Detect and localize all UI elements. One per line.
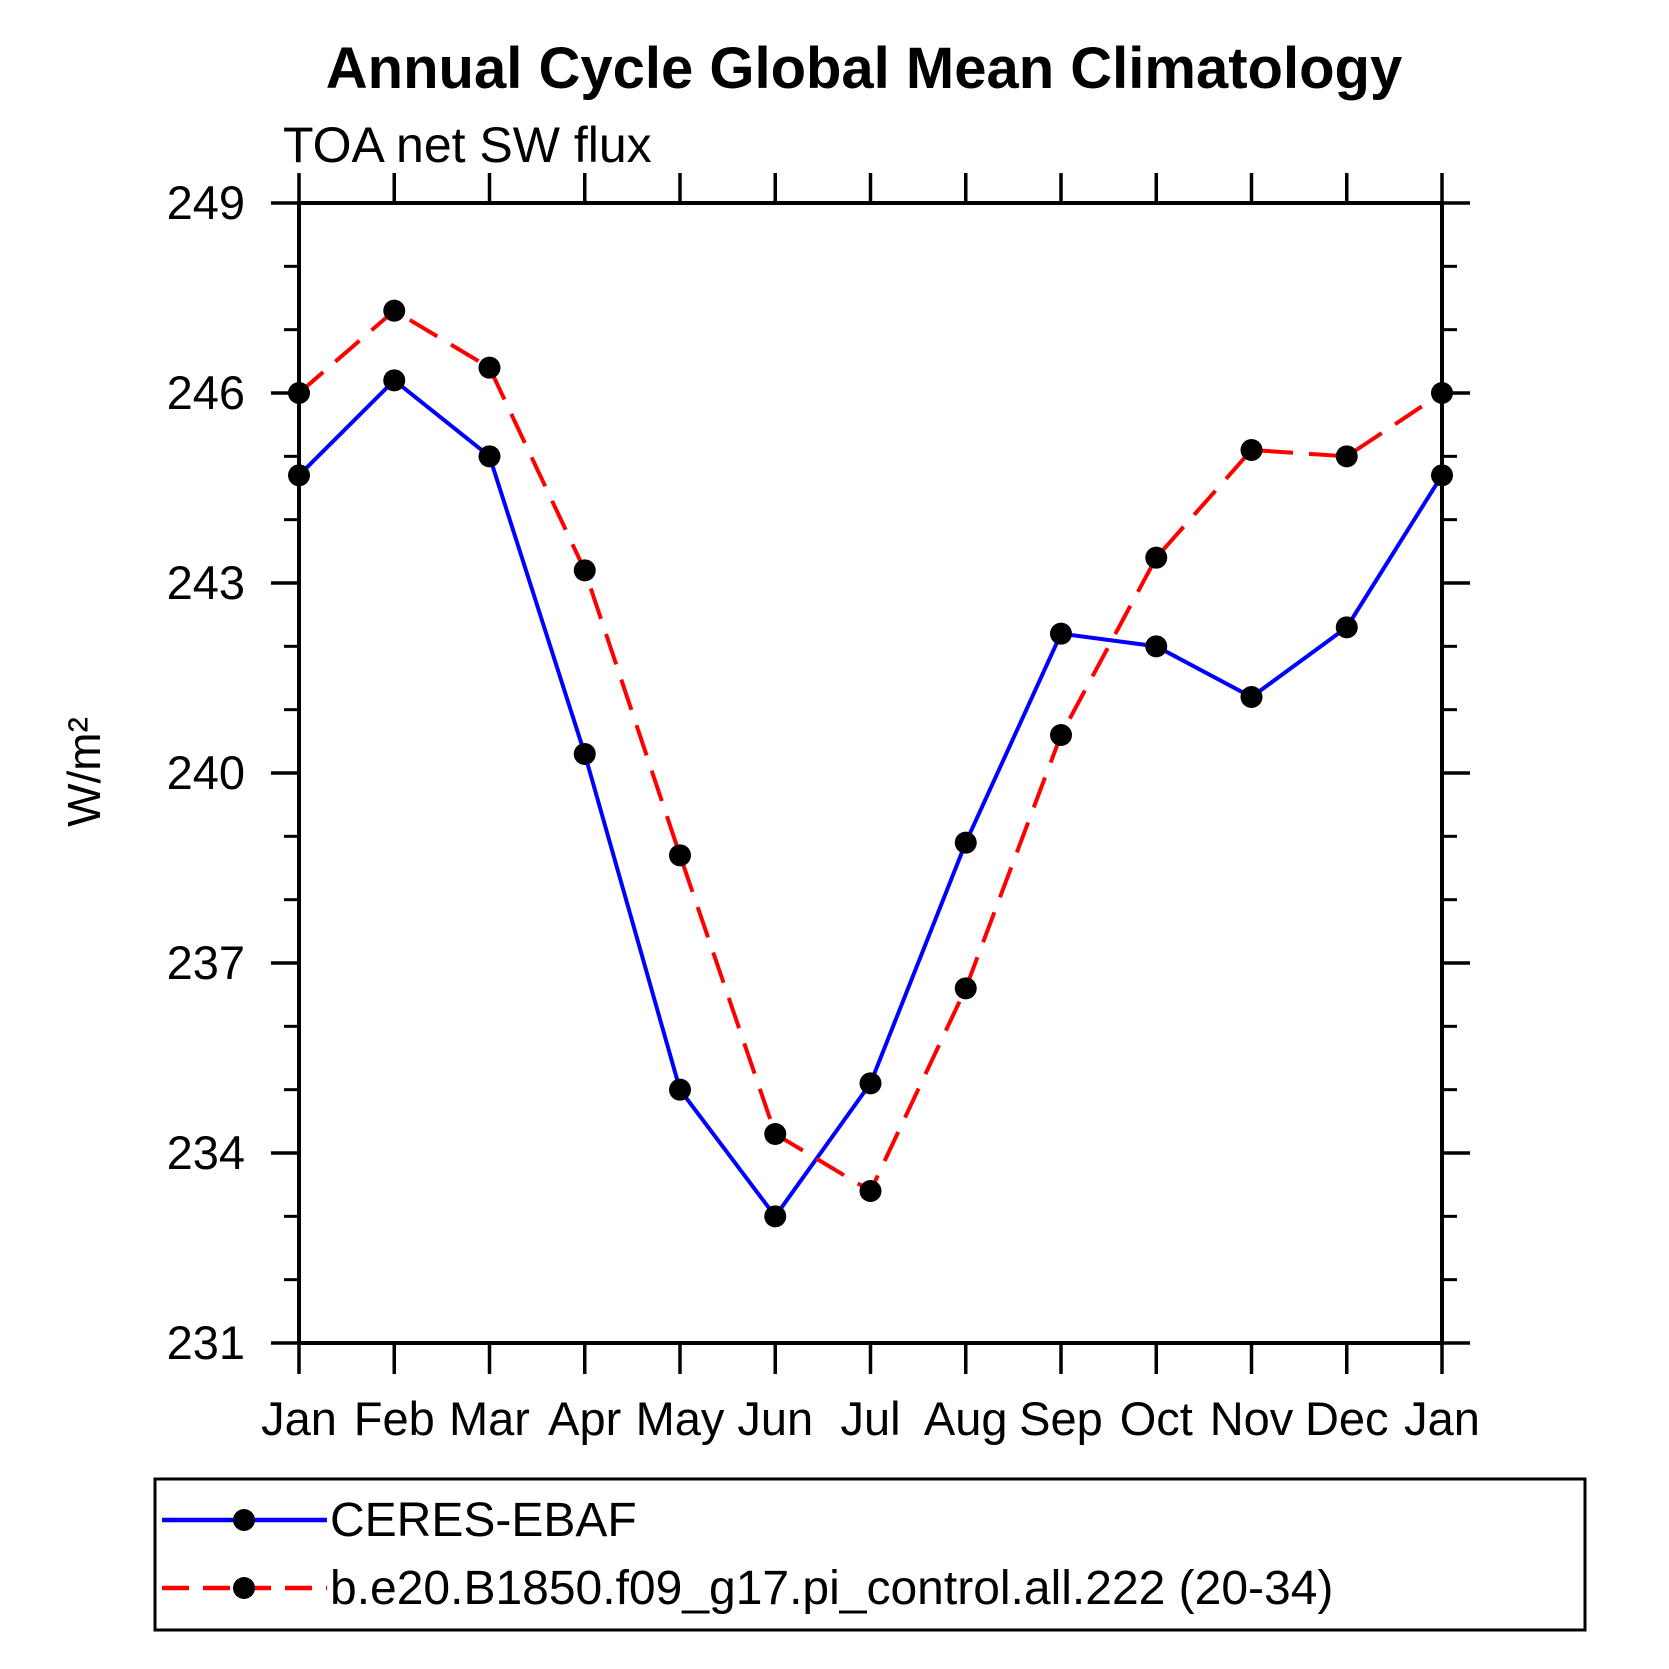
legend-label: CERES-EBAF: [330, 1494, 637, 1547]
data-point-marker: [573, 559, 596, 582]
x-tick-label: Jul: [840, 1392, 900, 1445]
chart-title: Annual Cycle Global Mean Climatology: [326, 36, 1402, 101]
legend-box: [153, 1477, 1587, 1632]
x-tick-label: Jun: [737, 1392, 813, 1445]
data-point-marker: [288, 464, 310, 487]
y-tick-label: 246: [167, 366, 245, 419]
y-tick-label: 234: [167, 1126, 245, 1179]
chart-subtitle: TOA net SW flux: [283, 117, 652, 173]
data-point-marker: [478, 356, 501, 379]
x-tick-label: Aug: [924, 1392, 1008, 1445]
y-tick-label: 240: [167, 746, 245, 799]
data-point-marker: [859, 1180, 882, 1202]
data-point-marker: [288, 382, 310, 404]
data-point-marker: [383, 299, 406, 322]
data-point-marker: [1335, 616, 1358, 639]
data-point-marker: [764, 1205, 787, 1228]
x-tick-label: Nov: [1210, 1392, 1294, 1445]
legend-label: b.e20.B1850.f09_g17.pi_control.all.222 (…: [330, 1562, 1333, 1615]
x-tick-label: Sep: [1019, 1392, 1103, 1445]
legend: CERES-EBAF b.e20.B1850.f09_g17.pi_control…: [153, 1477, 1587, 1632]
data-point-marker: [859, 1072, 882, 1095]
data-point-marker: [764, 1123, 787, 1145]
data-point-marker: [954, 831, 977, 854]
x-tick-label: Dec: [1305, 1392, 1389, 1445]
y-tick-label: 237: [167, 936, 245, 989]
data-point-marker: [954, 977, 977, 1000]
data-point-marker: [669, 844, 691, 867]
data-point-marker: [1050, 622, 1072, 645]
data-point-marker: [1431, 464, 1453, 487]
legend-marker: [233, 1577, 255, 1599]
legend-marker: [233, 1509, 255, 1531]
data-point-marker: [383, 369, 406, 392]
x-tick-label: May: [636, 1392, 725, 1445]
data-point-marker: [573, 743, 596, 765]
y-axis-label: W/m²: [58, 717, 110, 827]
y-tick-label: 249: [167, 176, 245, 229]
plot-frame: [297, 201, 1444, 1345]
plot-area: 249 246 243 240 237 234 231 Jan Feb Mar Apr May Jun J…: [167, 173, 1480, 1445]
y-tick-label: 231: [167, 1316, 245, 1369]
data-point-marker: [1050, 724, 1072, 746]
data-point-marker: [478, 445, 501, 468]
x-tick-label: Feb: [354, 1392, 435, 1445]
data-point-marker: [1145, 635, 1168, 658]
x-tick-label: Jan: [1404, 1392, 1480, 1445]
data-point-marker: [1240, 686, 1263, 708]
data-point-marker: [1145, 546, 1168, 569]
x-tick-label: Jan: [261, 1392, 337, 1445]
x-tick-label: Apr: [548, 1392, 621, 1445]
data-point-marker: [669, 1078, 691, 1101]
data-point-marker: [1240, 439, 1263, 461]
data-point-marker: [1431, 382, 1453, 404]
y-tick-label: 243: [167, 556, 245, 609]
data-point-marker: [1335, 445, 1358, 468]
x-tick-label: Mar: [449, 1392, 530, 1445]
x-tick-label: Oct: [1120, 1392, 1193, 1445]
